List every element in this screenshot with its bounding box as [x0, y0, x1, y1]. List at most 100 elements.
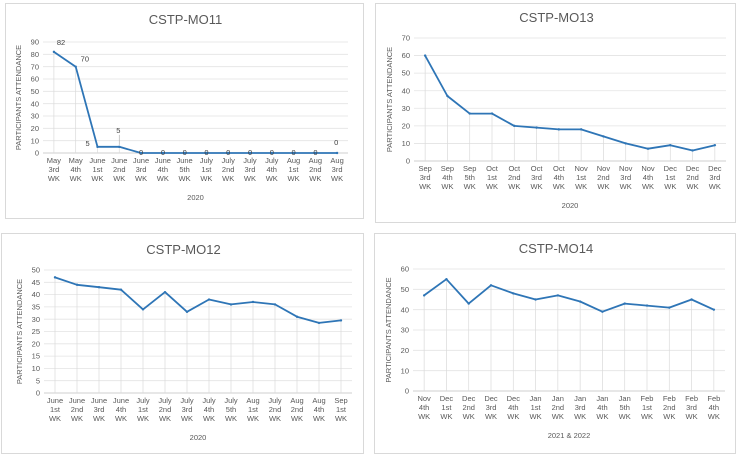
chart-svg-mo13: CSTP-MO13010203040506070Sep3rdWKSep4thWK… [385, 10, 726, 210]
x-tick-label: 4th [508, 403, 518, 412]
x-axis-title-mo12: 2020 [190, 433, 207, 442]
y-tick-label: 50 [402, 69, 410, 78]
x-tick-label: July [180, 396, 194, 405]
chart-title-mo11: CSTP-MO11 [149, 12, 222, 27]
x-tick-label: 4th [554, 173, 564, 182]
data-point [512, 292, 515, 295]
x-tick-label: WK [113, 174, 125, 183]
x-tick-label: 2nd [159, 405, 172, 414]
data-point [273, 303, 277, 306]
data-point [489, 284, 493, 287]
x-tick-label: July [200, 156, 214, 165]
y-tick-label: 80 [31, 50, 39, 59]
series-line-mo13 [424, 55, 716, 152]
data-label: 0 [161, 148, 165, 157]
x-tick-label: 5th [619, 403, 629, 412]
x-tick-label: WK [574, 412, 586, 421]
x-axis-title-mo13: 2020 [562, 201, 579, 210]
data-point [139, 151, 143, 155]
data-point [422, 294, 426, 297]
x-tick-label: June [155, 156, 171, 165]
x-tick-label: Aug [287, 156, 300, 165]
data-point [317, 321, 321, 325]
chart-panel-mo13: CSTP-MO13 0 10 20 30 40 50 60 70 Sep 3rd WK Sep 4th WK… [375, 3, 736, 223]
x-tick-label: WK [159, 414, 171, 423]
data-point [645, 304, 649, 307]
x-tick-label: WK [269, 414, 281, 423]
data-label: 82 [57, 38, 65, 47]
data-point [669, 143, 672, 147]
chart-panel-mo14: CSTP-MO14 0 10 20 30 40 50 60 Nov 4th WK Dec 1st WK De… [374, 233, 736, 454]
x-tick-label: 1st [138, 405, 149, 414]
x-tick-label: 5th [226, 405, 236, 414]
x-tick-label: July [243, 156, 257, 165]
x-tick-label: 1st [665, 173, 676, 182]
data-point [97, 286, 101, 289]
data-point [690, 298, 693, 301]
x-tick-label: June [89, 156, 105, 165]
x-tick-label: WK [287, 174, 299, 183]
chart-title-mo12: CSTP-MO12 [146, 242, 220, 257]
x-tick-label: WK [485, 412, 497, 421]
x-tick-label: 3rd [709, 173, 720, 182]
x-tick-label: WK [244, 174, 256, 183]
x-tick-label: WK [642, 182, 654, 191]
x-tick-label: 3rd [420, 173, 431, 182]
x-tick-label: Aug [290, 396, 303, 405]
x-tick-label: Dec [708, 164, 722, 173]
x-tick-label: Feb [641, 394, 654, 403]
data-point [534, 298, 537, 301]
x-tick-label: WK [463, 412, 475, 421]
x-tick-label: WK [225, 414, 237, 423]
y-tick-label: 50 [401, 285, 409, 294]
y-tick-label: 30 [401, 326, 409, 335]
x-tick-label: Dec [507, 394, 521, 403]
x-tick-label: 4th [709, 403, 719, 412]
x-tick-label: WK [620, 182, 632, 191]
series-line-mo14 [423, 278, 715, 313]
x-tick-label: 5th [179, 165, 189, 174]
x-tick-label: WK [309, 174, 321, 183]
x-tick-label: WK [157, 174, 169, 183]
data-point [75, 283, 79, 286]
x-tick-label: WK [687, 182, 699, 191]
x-tick-label: Dec [440, 394, 454, 403]
y-tick-label: 20 [401, 346, 409, 355]
x-tick-label: 2nd [113, 165, 126, 174]
y-tick-label: 10 [31, 136, 39, 145]
x-tick-label: July [136, 396, 150, 405]
data-point [141, 308, 145, 311]
data-point [270, 151, 273, 155]
data-point [646, 147, 650, 150]
x-tick-label: June [111, 156, 127, 165]
x-tick-label: WK [531, 182, 543, 191]
x-tick-label: Nov [641, 164, 655, 173]
x-tick-label: 2nd [309, 165, 322, 174]
x-tick-label: WK [597, 182, 609, 191]
x-tick-label: WK [48, 174, 60, 183]
y-tick-label: 70 [31, 62, 39, 71]
x-tick-label: June [47, 396, 63, 405]
x-tick-label: 1st [201, 165, 212, 174]
x-tick-label: 1st [92, 165, 103, 174]
y-tick-label: 30 [402, 104, 410, 113]
data-point [713, 143, 717, 147]
x-tick-label: WK [575, 182, 587, 191]
y-tick-label: 50 [31, 87, 39, 96]
data-point [339, 319, 343, 322]
data-point [229, 303, 233, 306]
chart-panel-mo12: CSTP-MO12 0 5 10 15 20 25 30 35 40 45 50 June 1st WK Ju… [1, 233, 364, 454]
x-tick-label: WK [619, 412, 631, 421]
x-tick-label: Sep [441, 164, 454, 173]
y-axis-title-mo13: PARTICIPANTS ATTENDANCE [385, 47, 394, 152]
x-tick-label: Jan [596, 394, 608, 403]
x-tick-label: Aug [309, 156, 322, 165]
x-tick-label: 4th [643, 173, 653, 182]
x-tick-label: 4th [597, 403, 607, 412]
x-tick-label: Aug [330, 156, 343, 165]
data-label: 0 [248, 148, 252, 157]
data-point [513, 124, 516, 128]
x-tick-label: 3rd [686, 403, 697, 412]
x-tick-label: WK [441, 182, 453, 191]
